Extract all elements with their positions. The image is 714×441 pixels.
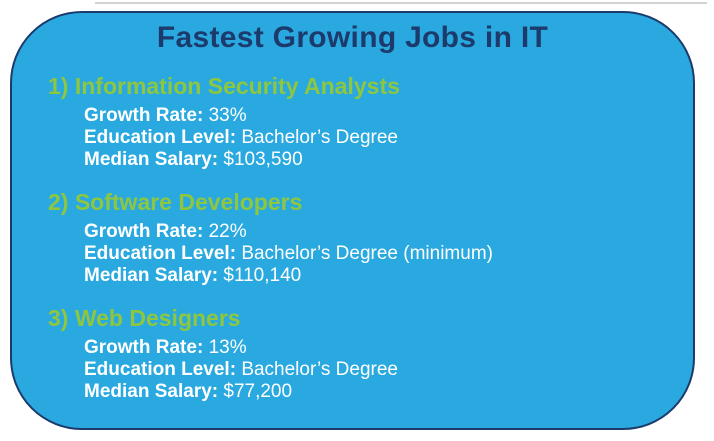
slide-title: Fastest Growing Jobs in IT bbox=[156, 21, 549, 54]
detail-line-growth-rate: Growth Rate: 13% bbox=[84, 337, 693, 359]
slide-card: Fastest Growing Jobs in IT 1) Informatio… bbox=[10, 11, 695, 430]
detail-label: Median Salary: bbox=[84, 149, 219, 170]
detail-line-median-salary: Median Salary: $110,140 bbox=[84, 265, 693, 287]
detail-value: $110,140 bbox=[223, 265, 302, 286]
detail-value: Bachelor’s Degree (minimum) bbox=[241, 243, 493, 264]
job-name: Information Security Analysts bbox=[74, 73, 400, 99]
detail-value: 13% bbox=[208, 337, 247, 358]
detail-value: Bachelor’s Degree bbox=[241, 127, 398, 148]
detail-value: 33% bbox=[208, 105, 247, 126]
job-section-3: 3) Web Designers Growth Rate: 13% Educat… bbox=[48, 304, 693, 403]
detail-label: Growth Rate: bbox=[84, 105, 204, 126]
job-rank: 2) bbox=[48, 189, 69, 215]
detail-line-education-level: Education Level: Bachelor’s Degree bbox=[84, 359, 693, 381]
detail-label: Education Level: bbox=[84, 359, 237, 380]
job-section-2: 2) Software Developers Growth Rate: 22% … bbox=[48, 188, 693, 287]
detail-label: Growth Rate: bbox=[84, 337, 204, 358]
detail-line-growth-rate: Growth Rate: 33% bbox=[84, 105, 693, 127]
job-name: Software Developers bbox=[74, 189, 303, 215]
detail-line-median-salary: Median Salary: $77,200 bbox=[84, 381, 693, 403]
detail-value: 22% bbox=[208, 221, 247, 242]
detail-label: Education Level: bbox=[84, 243, 237, 264]
job-rank: 1) bbox=[48, 73, 69, 99]
detail-line-education-level: Education Level: Bachelor’s Degree (mini… bbox=[84, 243, 693, 265]
top-divider-line bbox=[95, 2, 707, 4]
detail-label: Median Salary: bbox=[84, 381, 219, 402]
job-details: Growth Rate: 13% Education Level: Bachel… bbox=[84, 337, 693, 403]
detail-value: Bachelor’s Degree bbox=[241, 359, 398, 380]
job-section-1: 1) Information Security Analysts Growth … bbox=[48, 72, 693, 171]
detail-value: $103,590 bbox=[223, 149, 303, 170]
detail-label: Median Salary: bbox=[84, 265, 219, 286]
job-details: Growth Rate: 33% Education Level: Bachel… bbox=[84, 105, 693, 171]
detail-label: Education Level: bbox=[84, 127, 237, 148]
job-heading: 1) Information Security Analysts bbox=[48, 72, 693, 100]
detail-line-median-salary: Median Salary: $103,590 bbox=[84, 149, 693, 171]
job-name: Web Designers bbox=[74, 305, 241, 331]
detail-line-education-level: Education Level: Bachelor’s Degree bbox=[84, 127, 693, 149]
detail-line-growth-rate: Growth Rate: 22% bbox=[84, 221, 693, 243]
job-details: Growth Rate: 22% Education Level: Bachel… bbox=[84, 221, 693, 287]
job-heading: 3) Web Designers bbox=[48, 304, 693, 332]
detail-label: Growth Rate: bbox=[84, 221, 204, 242]
detail-value: $77,200 bbox=[223, 381, 293, 402]
job-heading: 2) Software Developers bbox=[48, 188, 693, 216]
job-rank: 3) bbox=[48, 305, 69, 331]
